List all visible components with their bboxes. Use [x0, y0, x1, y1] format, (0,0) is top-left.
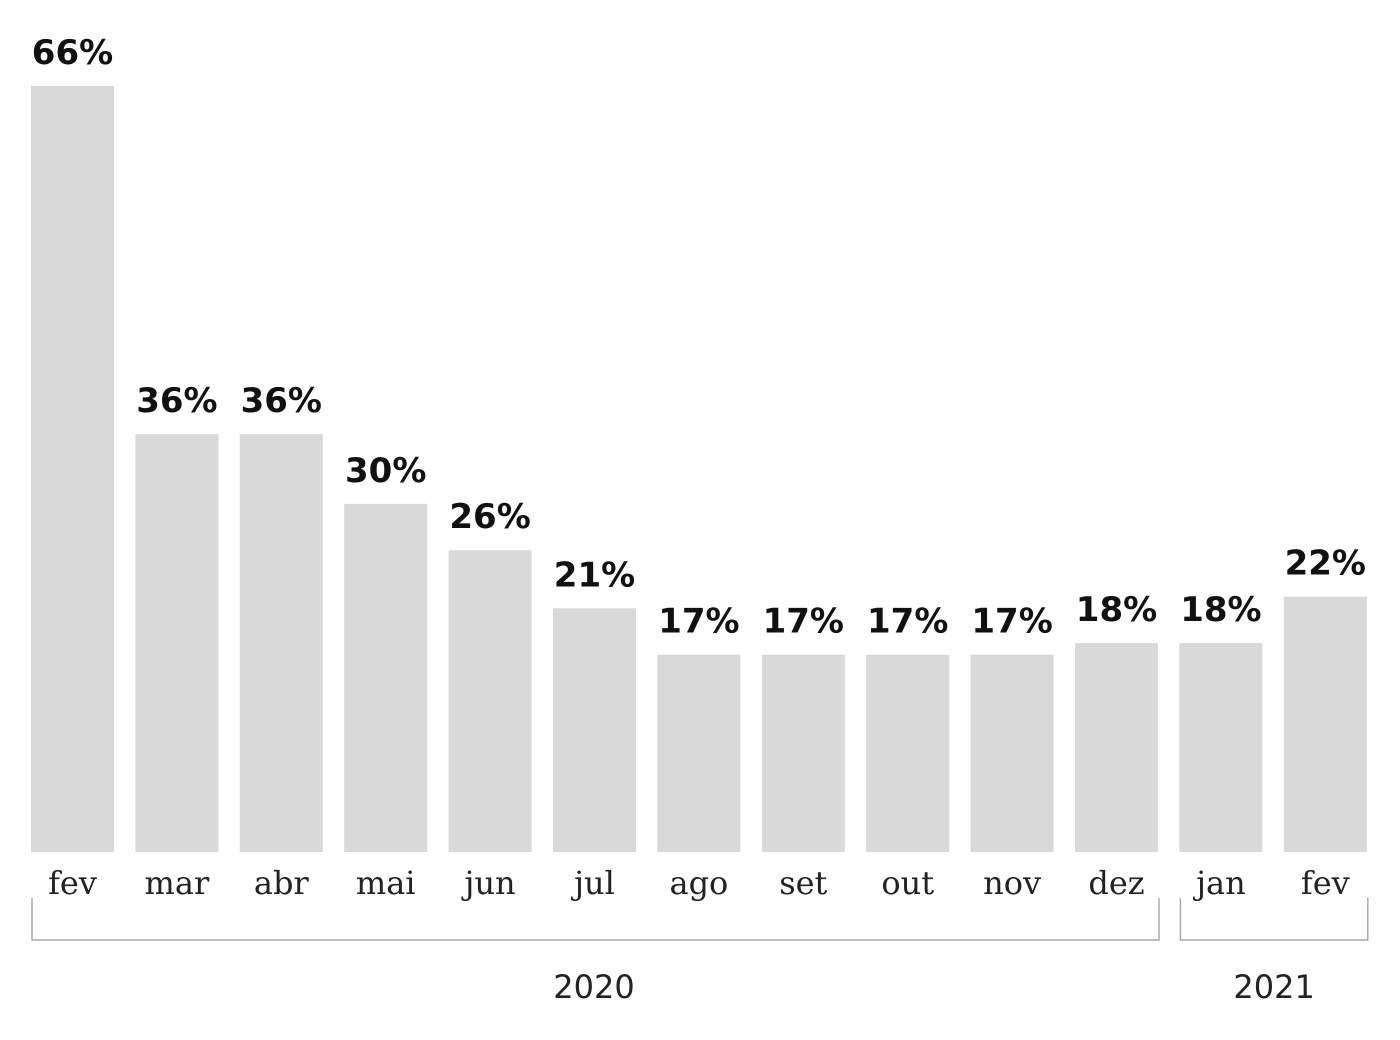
bars-layer: [31, 86, 1367, 852]
value-label-5: 21%: [554, 555, 635, 595]
category-label-6: ago: [669, 864, 728, 902]
value-label-6: 17%: [658, 602, 739, 642]
value-label-9: 17%: [971, 602, 1052, 642]
year-label-2021: 2021: [1233, 968, 1314, 1006]
year-bracket-2020: [31, 898, 1160, 941]
year-bracket-2021: [1179, 898, 1369, 941]
category-label-12: fev: [1301, 864, 1350, 902]
bar-mai-3: [344, 503, 428, 852]
category-label-0: fev: [48, 864, 97, 902]
bar-fev-12: [1283, 596, 1367, 852]
category-label-3: mai: [356, 864, 416, 902]
value-label-7: 17%: [763, 602, 844, 642]
bar-jul-5: [553, 608, 636, 852]
value-labels-layer: 66% 36% 36% 30% 26% 21% 17% 17% 17% 17% 18% 18% 22%: [32, 33, 1366, 642]
bar-mar-1: [135, 434, 219, 852]
category-label-2: abr: [254, 864, 310, 902]
bar-dez-10: [1075, 643, 1158, 852]
category-label-4: jun: [461, 864, 516, 902]
value-label-12: 22%: [1285, 544, 1366, 584]
category-label-11: jan: [1192, 864, 1246, 902]
category-label-1: mar: [145, 864, 210, 902]
value-label-1: 36%: [136, 381, 217, 421]
category-label-10: dez: [1088, 864, 1144, 902]
category-label-8: out: [881, 864, 934, 902]
value-label-3: 30%: [345, 451, 426, 491]
value-label-4: 26%: [449, 497, 530, 537]
value-label-10: 18%: [1076, 590, 1157, 630]
bar-set-7: [761, 654, 845, 852]
category-label-5: jul: [570, 864, 615, 902]
bar-out-8: [866, 654, 950, 852]
bar-jan-11: [1179, 643, 1263, 852]
year-groups-layer: 2020 2021: [31, 898, 1369, 1006]
bar-abr-2: [239, 434, 323, 852]
value-label-11: 18%: [1180, 590, 1261, 630]
value-label-8: 17%: [867, 602, 948, 642]
bar-ago-6: [657, 654, 741, 852]
year-label-2020: 2020: [553, 968, 634, 1006]
bar-jun-4: [448, 550, 532, 852]
bar-fev-0: [31, 86, 114, 852]
value-label-0: 66%: [32, 33, 113, 73]
bar-nov-9: [970, 654, 1054, 852]
category-label-7: set: [779, 864, 827, 902]
value-label-2: 36%: [241, 381, 322, 421]
category-labels-layer: fev mar abr mai jun jul ago set out nov dez jan fev: [48, 864, 1350, 902]
category-label-9: nov: [983, 864, 1041, 902]
